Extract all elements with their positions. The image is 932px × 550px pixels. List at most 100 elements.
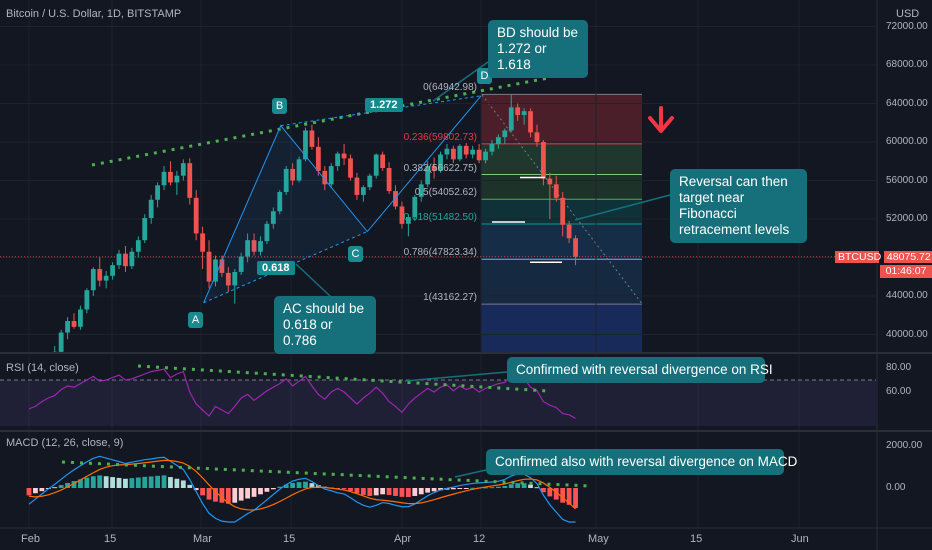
rsi-tick-label: 60.00 xyxy=(886,386,912,397)
macd-histogram-bar xyxy=(65,482,70,488)
candle-body xyxy=(315,146,321,171)
candle-body xyxy=(129,251,135,267)
candle-body xyxy=(425,166,431,185)
candle-body xyxy=(367,175,373,188)
macd-histogram-bar xyxy=(566,488,572,505)
price-tick-label: 52000.00 xyxy=(886,213,928,224)
macd-histogram-bar xyxy=(26,488,32,496)
candle-body xyxy=(161,171,167,186)
macd-histogram-bar xyxy=(431,488,437,492)
macd-histogram-bar xyxy=(225,488,231,504)
rsi-divergence-callout: Confirmed with reversal divergence on RS… xyxy=(507,357,773,383)
candle-body xyxy=(502,130,508,138)
candle-body xyxy=(495,137,501,144)
candle-body xyxy=(418,184,424,197)
candle-body xyxy=(110,265,115,276)
candle-body xyxy=(219,259,225,273)
candle-body xyxy=(341,153,347,159)
macd-histogram-bar xyxy=(360,488,366,495)
macd-histogram-bar xyxy=(110,477,115,488)
macd-histogram-bar xyxy=(103,476,109,488)
candle-body xyxy=(277,192,283,212)
ac-callout: AC should be 0.618 or 0.786 xyxy=(274,296,376,354)
candle-body xyxy=(386,167,392,192)
macd-histogram-bar xyxy=(71,481,77,488)
macd-histogram-bar xyxy=(508,484,514,488)
time-tick-label: Apr xyxy=(394,533,412,545)
macd-histogram-bar xyxy=(142,476,148,488)
candle-body xyxy=(360,187,366,195)
candle-body xyxy=(303,130,308,160)
rsi-callout-pointer xyxy=(404,371,508,382)
macd-histogram-bar xyxy=(168,477,173,488)
rsi-divergence-line xyxy=(137,364,549,393)
macd-callout-pointer xyxy=(454,469,487,478)
rsi-tick-label: 80.00 xyxy=(886,362,912,373)
macd-histogram-bar xyxy=(245,488,251,499)
candle-body xyxy=(206,251,212,282)
rsi-band xyxy=(0,380,876,426)
fib-zone xyxy=(481,143,642,175)
macd-histogram-bar xyxy=(200,488,206,496)
macd-histogram-bar xyxy=(277,486,283,488)
candle-body xyxy=(405,217,411,224)
candle-body xyxy=(566,224,572,239)
candle-body xyxy=(328,166,334,185)
candle-body xyxy=(187,163,193,198)
candle-body xyxy=(78,309,83,327)
price-tick-label: 44000.00 xyxy=(886,290,928,301)
candle-body xyxy=(116,253,122,266)
candle-body xyxy=(450,148,456,160)
time-tick-label: 15 xyxy=(283,533,296,545)
candle-body xyxy=(270,211,276,224)
fib-zone xyxy=(481,259,642,305)
bd-ratio-line xyxy=(280,95,482,127)
reversal-callout: Reversal can then target near Fibonacci … xyxy=(670,169,807,243)
candle-body xyxy=(348,158,353,178)
macd-histogram-bar xyxy=(303,481,308,488)
candle-body xyxy=(470,149,476,155)
currency-label[interactable]: USD xyxy=(896,8,920,20)
candle-body xyxy=(508,107,514,131)
price-tick-label: 64000.00 xyxy=(886,97,928,109)
harmonic-pattern xyxy=(203,61,674,304)
chart-title: Bitcoin / U.S. Dollar, 1D, BITSTAMP xyxy=(6,8,182,20)
abc-triangle xyxy=(203,125,368,303)
macd-histogram-bar xyxy=(495,486,501,488)
candle-body xyxy=(180,163,186,176)
fib-label: 0.236(59802.73) xyxy=(403,131,477,143)
candle-body xyxy=(560,197,566,225)
candle-body xyxy=(489,143,495,152)
macd-histogram-bar xyxy=(560,488,566,503)
macd-histogram-bar xyxy=(148,476,154,488)
macd-histogram-bar xyxy=(264,488,270,492)
macd-histogram-bar xyxy=(232,488,238,503)
candle-body xyxy=(213,259,218,282)
macd-histogram-bar xyxy=(290,482,296,488)
candle-body xyxy=(373,154,379,176)
fib-label: 0.786(47823.34) xyxy=(403,247,477,259)
candle-body xyxy=(438,154,443,171)
macd-histogram-bar xyxy=(450,488,456,490)
candle-body xyxy=(123,253,128,267)
macd-histogram-bar xyxy=(541,488,546,493)
macd-histogram-bar xyxy=(457,488,463,489)
fib-label: 1(43162.27) xyxy=(423,292,477,304)
macd-histogram-bar xyxy=(116,477,122,488)
candle-body xyxy=(354,177,360,195)
macd-histogram-bar xyxy=(155,475,160,488)
candle-body xyxy=(515,107,521,116)
price-tick-label: 72000.00 xyxy=(886,20,928,32)
candle-body xyxy=(534,132,540,142)
time-tick-label: May xyxy=(588,533,609,545)
time-tick-label: Feb xyxy=(21,533,40,545)
candle-body xyxy=(71,321,77,327)
fib-label: 0.618(51482.50) xyxy=(403,211,477,223)
macd-histogram-bar xyxy=(380,488,386,495)
macd-histogram-bar xyxy=(283,484,289,488)
macd-histogram-bar xyxy=(39,488,45,492)
macd-histogram-bar xyxy=(354,488,360,494)
candle-body xyxy=(135,240,141,252)
macd-histogram-bar xyxy=(348,488,353,492)
